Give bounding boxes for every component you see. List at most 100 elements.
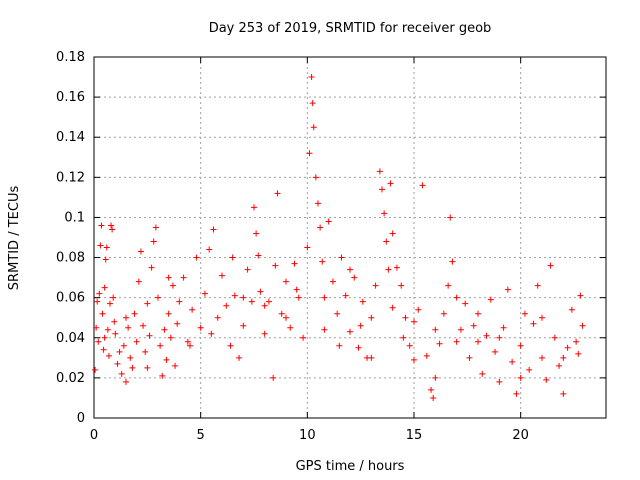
y-tick-label: 0.02 [56, 371, 85, 386]
data-point [169, 282, 176, 289]
data-point [97, 242, 104, 249]
data-point [411, 356, 417, 363]
data-point [568, 306, 575, 313]
data-point [92, 366, 99, 373]
data-point [101, 334, 108, 341]
x-tick-label: 10 [299, 428, 316, 443]
data-point [526, 366, 533, 373]
data-point [342, 292, 349, 299]
data-point [96, 290, 103, 297]
data-point [479, 370, 486, 377]
data-point [306, 150, 313, 157]
data-point [556, 362, 563, 369]
data-point [150, 238, 157, 245]
data-point [107, 300, 113, 307]
data-point [500, 324, 507, 331]
y-axis: 0 0.02 0.04 0.06 0.08 0.1 0.12 0.14 0.16 0.18 [56, 50, 606, 426]
data-point [406, 342, 413, 349]
y-tick-label: 0.08 [56, 251, 85, 266]
data-point [513, 390, 520, 397]
data-point [309, 100, 316, 107]
data-point [95, 338, 102, 345]
data-point [432, 326, 439, 333]
data-point [430, 394, 437, 401]
data-point [475, 338, 481, 345]
data-point [98, 222, 105, 229]
data-point [338, 254, 345, 261]
data-point [109, 226, 116, 233]
data-point [517, 342, 524, 349]
data-point [189, 306, 196, 313]
data-point [336, 342, 343, 349]
data-point [462, 300, 469, 307]
data-point [137, 248, 144, 255]
data-point [144, 300, 151, 307]
x-axis-label: GPS time / hours [296, 459, 405, 474]
data-point [551, 334, 558, 341]
data-point [120, 342, 127, 349]
data-point [573, 338, 580, 345]
data-point [236, 354, 243, 361]
data-point [123, 378, 129, 385]
data-point [547, 262, 554, 269]
data-point [274, 190, 281, 197]
data-point [402, 314, 409, 321]
y-tick-label: 0 [77, 411, 85, 426]
data-point [253, 230, 260, 237]
data-point [240, 322, 247, 329]
data-point [118, 370, 125, 377]
data-point [419, 182, 426, 189]
data-point [372, 282, 379, 289]
data-point [432, 374, 439, 381]
data-point [131, 310, 138, 317]
data-point [449, 258, 456, 265]
data-point [140, 322, 147, 329]
data-point [105, 352, 112, 359]
y-axis-label: SRMTID / TECUs [7, 186, 22, 291]
data-point [100, 346, 107, 353]
data-point [457, 326, 464, 333]
data-point [383, 238, 390, 245]
data-point [210, 226, 217, 233]
data-point [379, 186, 385, 193]
data-point [174, 320, 181, 327]
data-point [123, 314, 129, 321]
data-point [102, 256, 109, 263]
data-point [321, 294, 328, 301]
data-point [368, 314, 375, 321]
data-point [206, 246, 213, 253]
data-point [509, 358, 516, 365]
data-point [334, 310, 341, 317]
chart-title: Day 253 of 2019, SRMTID for receiver geo… [209, 21, 492, 36]
data-point [283, 314, 289, 321]
data-point [172, 362, 179, 369]
x-tick-label: 0 [90, 428, 98, 443]
data-point [470, 322, 477, 329]
data-point [129, 364, 136, 371]
data-point [577, 292, 584, 299]
data-point [347, 266, 353, 273]
data-point [543, 376, 550, 383]
data-point [496, 378, 503, 385]
data-point [400, 334, 407, 341]
data-point [167, 334, 174, 341]
data-point [539, 314, 545, 321]
data-point [321, 326, 328, 333]
data-point [539, 354, 545, 361]
data-point [165, 274, 172, 281]
x-tick-label: 20 [512, 428, 529, 443]
y-tick-label: 0.18 [56, 50, 85, 65]
data-point [310, 124, 317, 131]
y-tick-label: 0.04 [56, 331, 85, 346]
data-point [317, 224, 324, 231]
x-axis: 0 5 10 15 20 [90, 57, 529, 443]
data-point [312, 174, 319, 181]
data-point [251, 204, 257, 211]
data-point [351, 274, 358, 281]
data-point [110, 294, 117, 301]
data-point [135, 278, 142, 285]
grid-lines [94, 57, 606, 418]
x-tick-label: 5 [197, 428, 205, 443]
data-point [155, 294, 161, 301]
